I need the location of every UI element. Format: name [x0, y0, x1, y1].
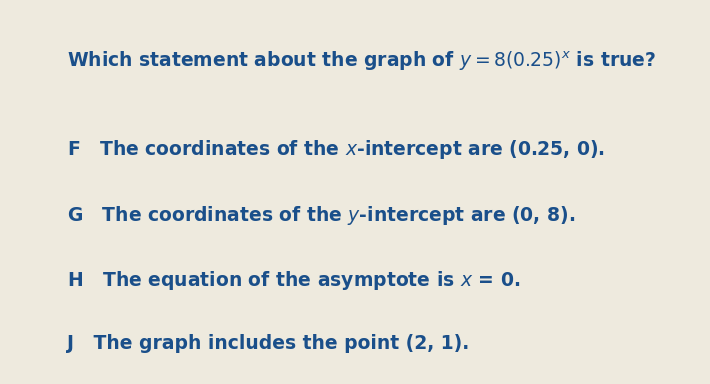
Text: Which statement about the graph of $y = 8(0.25)^{x}$ is true?: Which statement about the graph of $y = … [67, 50, 657, 73]
Text: J   The graph includes the point (2, 1).: J The graph includes the point (2, 1). [67, 334, 470, 353]
Text: H   The equation of the asymptote is $x$ = 0.: H The equation of the asymptote is $x$ =… [67, 269, 520, 292]
Text: G   The coordinates of the $y$-intercept are (0, 8).: G The coordinates of the $y$-intercept a… [67, 204, 576, 227]
Text: F   The coordinates of the $x$-intercept are (0.25, 0).: F The coordinates of the $x$-intercept a… [67, 138, 606, 161]
